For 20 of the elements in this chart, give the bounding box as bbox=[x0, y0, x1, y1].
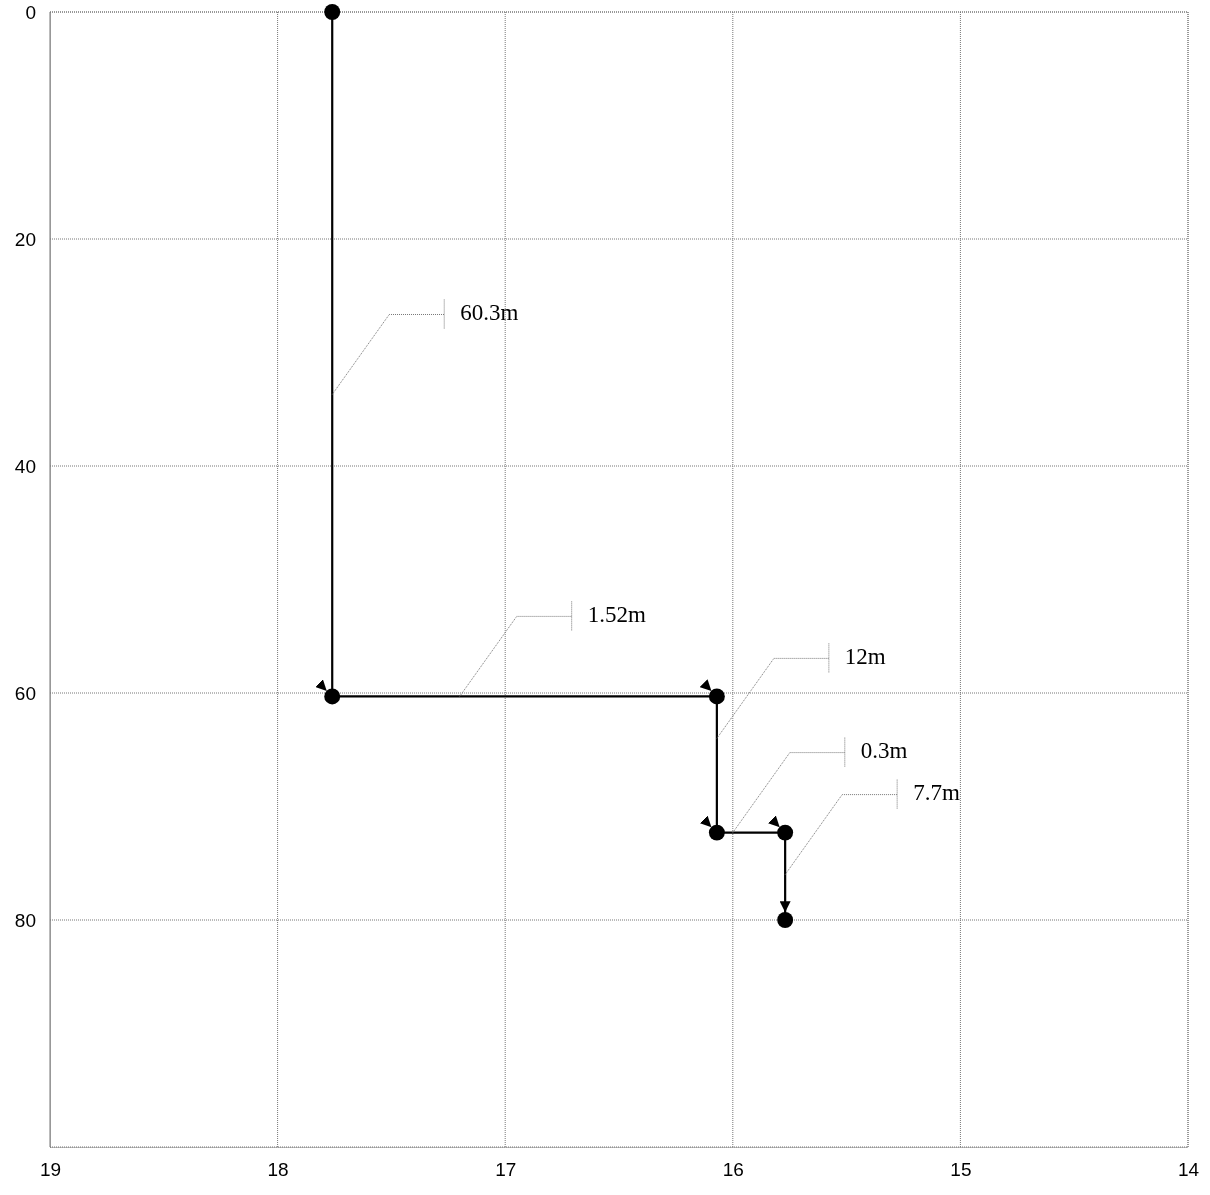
point bbox=[777, 912, 794, 928]
y-tick-label: 60 bbox=[14, 682, 36, 704]
y-tick-label: 80 bbox=[14, 909, 36, 931]
point bbox=[324, 4, 341, 20]
annotation: 12m bbox=[844, 643, 886, 669]
x-tick-label: 17 bbox=[495, 1159, 517, 1181]
annotation: 1.52m bbox=[587, 601, 646, 627]
point bbox=[324, 688, 341, 705]
annotation: 0.3m bbox=[860, 737, 908, 763]
annotation: 7.7m bbox=[913, 779, 960, 805]
x-tick-label: 19 bbox=[39, 1159, 62, 1181]
point bbox=[708, 824, 725, 841]
y-tick-label: 40 bbox=[14, 455, 36, 477]
y-tick-label: 0 bbox=[25, 1, 36, 23]
x-tick-label: 16 bbox=[722, 1159, 744, 1181]
x-tick-label: 14 bbox=[1177, 1159, 1200, 1181]
y-tick-label: 20 bbox=[14, 228, 36, 250]
annotation: 60.3m bbox=[460, 299, 519, 325]
x-tick-label: 18 bbox=[267, 1159, 289, 1181]
x-tick-label: 15 bbox=[950, 1159, 972, 1181]
